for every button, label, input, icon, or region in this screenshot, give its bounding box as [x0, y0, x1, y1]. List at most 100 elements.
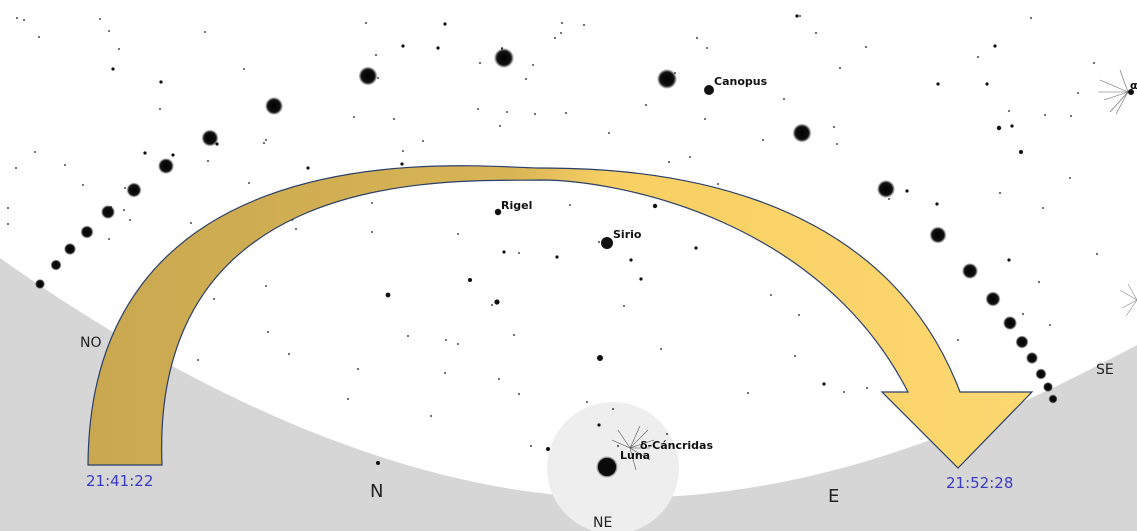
star-icon: [108, 30, 110, 32]
star-icon: [597, 423, 601, 427]
star-icon: [1030, 17, 1032, 19]
track-dot: [80, 225, 94, 239]
rigel-label: Rigel: [501, 199, 532, 212]
star-icon: [353, 116, 355, 118]
moon-disc: [598, 458, 616, 476]
star-icon: [498, 378, 500, 380]
star-icon: [1070, 115, 1072, 117]
star-icon: [586, 401, 588, 403]
sirio-star[interactable]: [601, 237, 613, 249]
star-icon: [64, 164, 66, 166]
star-icon: [371, 231, 373, 233]
star-icon: [645, 104, 647, 106]
star-icon: [347, 398, 349, 400]
star-icon: [565, 112, 567, 114]
star-icon: [34, 151, 36, 153]
star-icon: [377, 77, 379, 79]
star-icon: [402, 150, 404, 152]
star-icon: [267, 331, 269, 333]
radiant-label: δ-Cáncridas: [640, 439, 713, 452]
track-dot: [1043, 382, 1053, 392]
star-icon: [444, 372, 446, 374]
star-icon: [597, 355, 603, 361]
track-dot: [985, 291, 1001, 307]
star-icon: [494, 299, 500, 305]
star-icon: [1049, 324, 1051, 326]
star-icon: [1007, 258, 1011, 262]
star-icon: [204, 31, 206, 33]
rigel-star[interactable]: [494, 208, 502, 216]
star-icon: [1077, 92, 1079, 94]
star-icon: [704, 118, 706, 120]
star-icon: [385, 292, 391, 298]
direction-se: SE: [1096, 362, 1114, 378]
star-icon: [457, 233, 459, 235]
star-icon: [598, 241, 600, 243]
star-icon: [1069, 177, 1071, 179]
star-icon: [999, 192, 1001, 194]
canopus-label: Canopus: [714, 75, 768, 88]
star-icon: [159, 108, 161, 110]
star-icon: [248, 182, 250, 184]
star-icon: [1038, 281, 1040, 283]
track-dot: [64, 243, 76, 255]
alpha-star[interactable]: [1128, 89, 1134, 95]
star-icon: [694, 246, 698, 250]
canopus-star[interactable]: [704, 85, 714, 95]
star-icon: [393, 118, 395, 120]
star-icon: [436, 46, 440, 50]
track-dot: [35, 279, 45, 289]
star-icon: [905, 189, 909, 193]
star-icon: [108, 238, 110, 240]
star-icon: [985, 82, 989, 86]
star-icon: [400, 162, 404, 166]
star-icon: [129, 219, 131, 221]
horizon-ground: [0, 258, 1137, 531]
star-icon: [839, 67, 841, 69]
star-icon: [491, 304, 493, 306]
star-icon: [936, 82, 940, 86]
star-icon: [1093, 62, 1095, 64]
star-icon: [888, 198, 890, 200]
direction-no: NO: [80, 335, 102, 351]
star-icon: [124, 187, 126, 189]
star-icon: [617, 445, 619, 447]
star-icon: [479, 62, 481, 64]
star-icon: [376, 461, 380, 465]
track-dot: [494, 48, 514, 68]
star-icon: [629, 258, 633, 262]
star-icon: [123, 209, 125, 211]
star-icon: [375, 54, 377, 56]
track-dot: [265, 97, 283, 115]
star-icon: [23, 19, 25, 21]
star-icon: [288, 353, 290, 355]
star-icon: [583, 24, 585, 26]
star-icon: [295, 228, 297, 230]
star-icon: [499, 125, 501, 127]
star-icon: [371, 202, 373, 204]
star-icon: [1008, 110, 1010, 112]
star-icon: [783, 98, 785, 100]
star-icon: [118, 48, 120, 50]
star-icon: [468, 278, 472, 282]
moon-label: Luna: [620, 449, 650, 462]
star-icon: [407, 335, 409, 337]
star-icon: [843, 391, 845, 393]
star-icon: [833, 126, 835, 128]
star-icon: [15, 167, 17, 169]
star-icon: [532, 64, 534, 66]
direction-ne: NE: [593, 515, 612, 531]
star-icon: [666, 433, 668, 435]
star-icon: [957, 339, 959, 341]
star-icon: [143, 151, 147, 155]
star-icon: [612, 408, 614, 410]
star-icon: [569, 204, 571, 206]
sirio-label: Sirio: [613, 228, 642, 241]
track-dot: [1003, 316, 1017, 330]
star-icon: [1044, 114, 1046, 116]
track-dot: [792, 123, 812, 143]
star-icon: [477, 108, 479, 110]
track-dot: [50, 259, 62, 271]
alpha-label: α: [1130, 79, 1137, 92]
star-icon: [443, 22, 447, 26]
